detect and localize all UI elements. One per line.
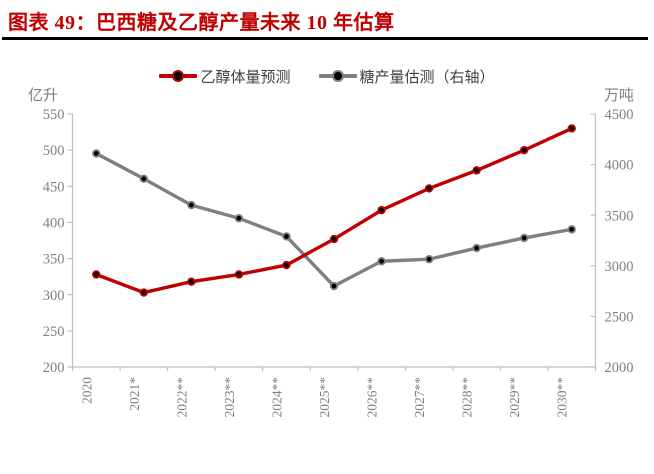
sugar-data-marker [329,281,339,291]
legend-item-ethanol: 乙醇体量预测 [159,66,291,87]
sugar-data-marker [187,200,196,210]
ethanol-data-marker [139,288,149,297]
left-axis-unit-label: 亿升 [28,87,58,104]
x-axis-label: 2024** [269,377,284,418]
ethanol-line-swatch-icon [159,70,198,82]
sugar-series-line [95,151,573,288]
title-underline [2,37,648,40]
legend-label-ethanol: 乙醇体量预测 [200,69,291,86]
ethanol-data-marker [377,205,386,215]
x-axis-label: 2029** [507,377,522,418]
sugar-data-marker [377,257,386,266]
sugar-data-marker [472,243,481,253]
right-axis-tick-label: 4500 [605,107,634,123]
x-axis-label: 2030** [555,377,570,418]
left-axis-tick-label: 200 [43,360,65,376]
ethanol-data-marker [282,260,291,270]
ethanol-data-marker [329,234,339,244]
ethanol-data-marker [92,270,101,279]
right-axis-tick-label: 2500 [605,309,634,325]
sugar-data-marker [424,255,434,264]
ethanol-data-marker [519,145,529,155]
x-axis-label: 2028** [460,377,475,418]
left-axis-tick-label: 500 [43,143,65,159]
chart-legend: 乙醇体量预测 糖产量估测（右轴） [0,64,654,88]
figure-title: 图表 49：巴西糖及乙醇产量未来 10 年估算 [8,12,395,34]
plot-area: 200 250 300 350 400 450 500 550 2000 2500 3000 3500… [43,107,634,417]
ethanol-data-marker [424,184,434,193]
sugar-data-marker [139,174,149,183]
right-axis-tick-label: 3500 [605,208,634,224]
x-axis-label: 2021* [127,377,142,411]
left-axis-tick-label: 350 [43,252,65,268]
legend-label-sugar: 糖产量估测（右轴） [359,69,495,86]
x-axis-label: 2025** [317,377,332,418]
sugar-data-marker [519,233,529,243]
ethanol-data-marker [472,166,481,175]
ethanol-series-line [95,126,573,295]
x-axis-label: 2023** [222,377,237,418]
ethanol-data-marker [187,277,196,286]
left-axis-tick-label: 450 [43,179,65,195]
left-axis-tick-label: 250 [43,324,65,340]
sugar-data-marker [567,225,576,234]
x-axis-label: 2027** [412,377,427,418]
sugar-data-marker [282,232,291,241]
right-axis-tick-label: 3000 [605,259,634,275]
sugar-line-swatch-icon [318,70,357,82]
right-axis-tick-label: 4000 [605,158,634,174]
left-axis-tick-label: 400 [43,216,65,232]
left-axis-tick-label: 300 [43,288,65,304]
right-axis-tick-label: 2000 [605,360,634,376]
sugar-data-marker [92,149,101,158]
right-axis-unit-label: 万吨 [604,87,634,104]
sugar-data-marker [234,214,244,223]
x-axis-label: 2020 [79,377,94,404]
left-axis-tick-label: 550 [43,107,65,123]
legend-item-sugar: 糖产量估测（右轴） [318,66,495,87]
ethanol-data-marker [234,270,244,279]
x-axis-label: 2022** [174,377,189,418]
ethanol-data-marker [567,124,576,133]
x-axis-label: 2026** [365,377,380,418]
